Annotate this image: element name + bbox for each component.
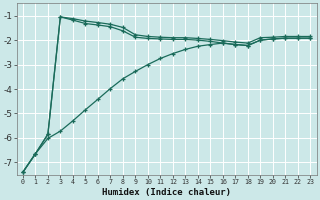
X-axis label: Humidex (Indice chaleur): Humidex (Indice chaleur) [102, 188, 231, 197]
